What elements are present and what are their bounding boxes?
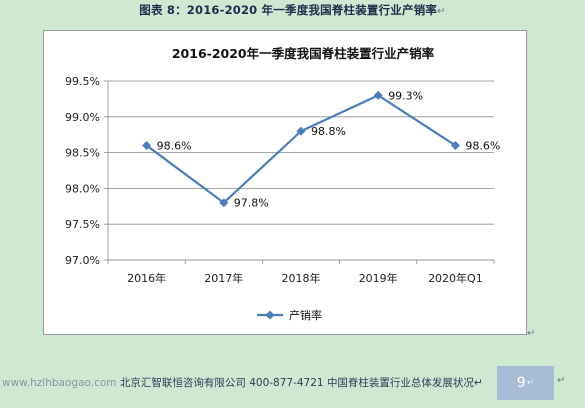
x-tick-label: 2016年 [127, 271, 166, 285]
data-label: 99.3% [388, 89, 423, 102]
data-point [373, 90, 383, 100]
page-footer: www.hzlhbaogao.com 北京汇智联恒咨询有限公司 400-877-… [0, 366, 585, 408]
page-number: 9 [516, 375, 526, 391]
chart-area: 2016-2020年一季度我国脊柱装置行业产销率 97.0% 97.5% 98.0% 9… [43, 30, 527, 335]
footer-url[interactable]: www.hzlhbaogao.com [2, 377, 117, 389]
chart-title: 2016-2020年一季度我国脊柱装置行业产销率 [172, 46, 435, 61]
paragraph-mark-icon: ↵ [473, 377, 483, 389]
paragraph-mark-icon: ↵ [526, 378, 535, 388]
paragraph-mark-icon: ↵ [557, 375, 566, 386]
x-tick-label: 2019年 [359, 271, 398, 285]
data-label: 98.6% [465, 139, 500, 152]
x-tick-label: 2017年 [204, 271, 243, 285]
footer-text: www.hzlhbaogao.com 北京汇智联恒咨询有限公司 400-877-… [2, 375, 483, 390]
data-point [450, 140, 460, 150]
footer-company: 北京汇智联恒咨询有限公司 [119, 377, 246, 389]
line-chart: 2016-2020年一季度我国脊柱装置行业产销率 97.0% 97.5% 98.0% 9… [65, 46, 500, 322]
data-label: 98.6% [157, 139, 192, 152]
y-tick-label: 98.5% [65, 147, 100, 160]
page-number-box: 9 ↵ [497, 366, 554, 400]
data-point [219, 198, 229, 208]
legend-label: 产销率 [289, 308, 322, 322]
y-tick-label: 97.0% [65, 254, 100, 267]
y-tick-label: 99.5% [65, 75, 100, 88]
data-label: 97.8% [234, 197, 269, 210]
x-tick-label: 2020年Q1 [428, 271, 483, 285]
y-tick-label: 99.0% [65, 111, 100, 124]
y-tick-label: 98.0% [65, 182, 100, 195]
footer-report-title: 中国脊柱装置行业总体发展状况 [326, 377, 474, 389]
data-point [142, 140, 152, 150]
caption-text: 图表 8：2016-2020 年一季度我国脊柱装置行业产销率 [139, 3, 438, 17]
x-tick-label: 2018年 [282, 271, 321, 285]
legend-marker [265, 310, 275, 320]
footer-phone: 400-877-4721 [249, 377, 324, 389]
y-tick-label: 97.5% [65, 218, 100, 231]
data-label: 98.8% [311, 125, 346, 138]
figure-caption: 图表 8：2016-2020 年一季度我国脊柱装置行业产销率↵ [0, 2, 585, 18]
series-line [145, 94, 456, 204]
paragraph-mark-icon: ↵ [437, 6, 446, 17]
paragraph-mark-icon: ↵ [527, 328, 536, 339]
